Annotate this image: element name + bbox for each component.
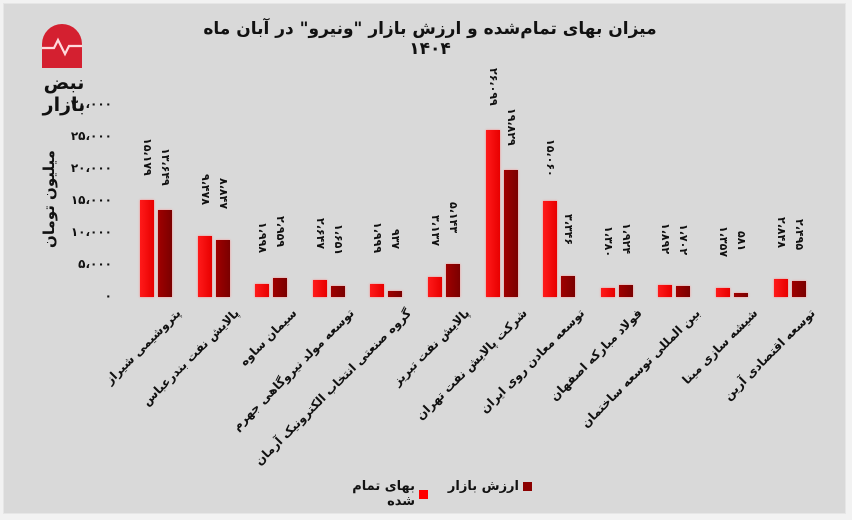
bar-market[interactable] xyxy=(618,284,633,297)
bar-group: ۲،۸۴۸ ۲،۴۹۵ xyxy=(768,105,812,297)
bar-cost[interactable] xyxy=(716,288,730,297)
bar-market[interactable] xyxy=(446,264,460,297)
bar-cost[interactable] xyxy=(255,284,270,297)
value-label-market: ۱۳،۶۴۹ xyxy=(159,147,172,186)
bar-market[interactable] xyxy=(561,275,576,297)
y-tick: ۵،۰۰۰ xyxy=(78,257,112,271)
bar-market[interactable] xyxy=(388,291,403,297)
value-label-cost: ۱۵،۰۶۰ xyxy=(544,138,558,177)
brand-name: نبض بازار xyxy=(42,72,86,116)
bar-group: ۲۶،۰۹۹ ۱۹،۸۲۹ xyxy=(480,68,524,297)
y-tick: ۲۵،۰۰۰ xyxy=(70,129,112,143)
y-tick: ۱۵،۰۰۰ xyxy=(70,193,112,207)
value-label-cost: ۲۶،۰۹۹ xyxy=(486,67,500,106)
bar-group: ۱،۹۹۸ ۲،۹۵۹ xyxy=(249,105,293,297)
bar-cost[interactable] xyxy=(658,284,673,297)
bar-market[interactable] xyxy=(158,209,172,297)
value-label-market: ۸،۸۴۷ xyxy=(216,178,230,210)
bar-cost[interactable] xyxy=(197,236,212,297)
bar-group: ۹،۴۷۸ ۸،۸۴۷ xyxy=(192,105,236,297)
value-label-cost: ۲،۶۴۷ xyxy=(313,218,327,250)
value-label-cost: ۱،۸۹۲ xyxy=(659,222,673,254)
chart-title: میزان بهای تمام‌شده و ارزش بازار "ونیرو"… xyxy=(203,19,657,59)
value-label-market: ۲،۹۵۹ xyxy=(274,216,288,248)
bar-cost[interactable] xyxy=(773,278,788,297)
bar-group: ۱،۸۹۲ ۱،۷۰۲ xyxy=(652,105,696,297)
bar-group: ۱۵،۱۷۹ ۱۳،۶۴۹ xyxy=(134,105,178,297)
bar-cost[interactable] xyxy=(600,288,615,297)
value-label-market: ۱،۹۲۴ xyxy=(619,222,633,254)
bar-group: ۱،۹۹۹ ۹۳۷ xyxy=(364,105,408,297)
bar-group: ۳،۱۳۷ ۵،۱۴۳ xyxy=(422,105,466,297)
bar-cost[interactable] xyxy=(370,284,385,297)
bar-group: ۱۵،۰۶۰ ۳،۳۴۶ xyxy=(537,105,581,297)
legend: ارزش بازار بهای تمام شده xyxy=(320,479,540,509)
value-label-cost: ۱،۹۹۹ xyxy=(371,222,385,254)
value-label-cost: ۹،۴۷۸ xyxy=(198,174,212,206)
y-tick: ۲۰،۰۰۰ xyxy=(70,161,112,175)
bar-cost[interactable] xyxy=(543,200,558,297)
value-label-market: ۵،۱۴۳ xyxy=(447,202,460,234)
bar-market[interactable] xyxy=(791,281,806,297)
brand-logo xyxy=(42,24,82,68)
y-tick: ۰ xyxy=(104,289,112,303)
value-label-cost: ۱،۹۹۸ xyxy=(256,222,270,254)
legend-swatch-market xyxy=(523,482,532,491)
value-label-cost: ۱۵،۱۷۹ xyxy=(141,137,154,176)
value-label-market: ۵۸۱ xyxy=(735,231,748,252)
bar-cost[interactable] xyxy=(312,280,327,297)
y-tick: ۱۰،۰۰۰ xyxy=(70,225,112,239)
value-label-market: ۱،۷۰۲ xyxy=(677,224,691,256)
bar-market[interactable] xyxy=(273,278,288,297)
bar-cost[interactable] xyxy=(428,276,442,297)
value-label-market: ۳،۳۴۶ xyxy=(562,213,576,245)
legend-item-market: ارزش بازار xyxy=(448,479,532,494)
legend-label-cost: بهای تمام شده xyxy=(352,479,416,509)
bar-group: ۲،۶۴۷ ۱،۶۵۱ xyxy=(307,105,351,297)
legend-swatch-cost xyxy=(419,489,428,499)
bar-group: ۱،۳۸۰ ۱،۹۲۴ xyxy=(595,105,639,297)
plot-area: ۱۵،۱۷۹ ۱۳،۶۴۹ ۹،۴۷۸ ۸،۸۴۷ ۱،۹۹۸ ۲،۹۵۹ ۲،۶۴۷ ۱،۶… xyxy=(128,68,818,297)
value-label-cost: ۳،۱۳۷ xyxy=(429,214,442,246)
value-label-cost: ۱،۳۵۷ xyxy=(717,226,730,258)
bar-market[interactable] xyxy=(215,240,230,297)
legend-label-market: ارزش بازار xyxy=(447,479,519,494)
bar-group: ۱،۳۵۷ ۵۸۱ xyxy=(710,105,754,297)
bar-cost[interactable] xyxy=(140,199,154,297)
bar-cost[interactable] xyxy=(485,129,500,297)
value-label-market: ۲،۴۹۵ xyxy=(792,219,806,251)
value-label-market: ۹۳۷ xyxy=(389,229,403,250)
value-label-cost: ۱،۳۸۰ xyxy=(601,226,615,258)
bar-market[interactable] xyxy=(503,170,518,297)
value-label-market: ۱۹،۸۲۹ xyxy=(504,108,518,146)
y-tick: ۳۰،۰۰۰ xyxy=(70,97,112,111)
bar-market[interactable] xyxy=(676,286,691,297)
pulse-icon xyxy=(42,37,82,57)
value-label-market: ۱،۶۵۱ xyxy=(331,224,345,256)
bar-market[interactable] xyxy=(734,293,748,297)
value-label-cost: ۲،۸۴۸ xyxy=(774,216,788,248)
legend-item-cost: بهای تمام شده xyxy=(320,479,428,509)
bar-market[interactable] xyxy=(330,286,345,297)
